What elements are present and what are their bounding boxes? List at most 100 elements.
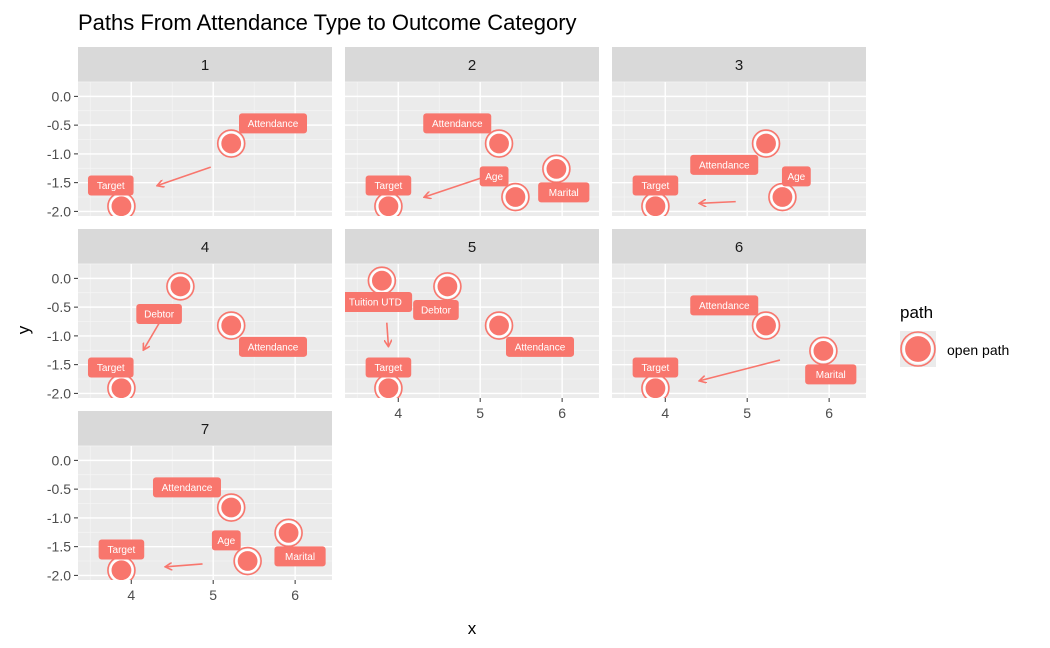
node-label-attendance: Attendance [690, 295, 759, 316]
node-label-box [781, 166, 811, 187]
legend-key-ring [900, 331, 936, 367]
node-label-box [690, 154, 759, 175]
node-ring [542, 154, 571, 184]
node-label-target: Target [87, 357, 134, 378]
node-ring [484, 129, 514, 158]
node-point-attendance [753, 131, 779, 156]
node-label-text: Attendance [162, 483, 213, 494]
facet-panel-3: 3 Attendance Age Target [612, 47, 866, 216]
node-label-box [365, 175, 412, 196]
facet-strip-label: 4 [201, 239, 209, 256]
node-label-attendance: Attendance [506, 336, 575, 357]
y-tick-label: -1.5 [47, 175, 71, 191]
y-tick-label: -1.0 [47, 510, 71, 526]
path-edge-arrow [166, 564, 203, 567]
node-label-marital: Marital [805, 364, 857, 385]
node-point-attendance [219, 313, 244, 338]
node-label-age: Age [479, 166, 509, 187]
facet-panel-7: 7 0.0 -0.5 -1.0 -1.5 -2.0 4 5 6 Attendance Age Mari… [47, 411, 332, 603]
node-ring [216, 311, 246, 340]
facet-strip-label: 3 [735, 57, 743, 74]
node-label-text: Debtor [144, 310, 175, 321]
panel-marks: Attendance Age Marital Target [98, 477, 326, 580]
node-point-marital [811, 338, 836, 363]
path-edge-arrow [700, 202, 736, 204]
node-label-text: Attendance [248, 342, 299, 353]
node-label-text: Marital [816, 370, 846, 381]
node-label-box [632, 175, 679, 196]
panel-marks: Debtor Attendance Target [87, 272, 308, 398]
facet-panel-2: 2 Attendance Age Marital Target [345, 47, 599, 216]
node-label-text: Target [642, 363, 670, 374]
node-label-text: Target [97, 363, 125, 374]
node-ring [216, 493, 246, 522]
node-label-box [98, 539, 145, 560]
node-label-box [690, 295, 759, 316]
node-point-attendance [486, 313, 512, 338]
node-label-target: Target [365, 175, 412, 196]
node-point-attendance [486, 131, 512, 156]
node-label-text: Target [97, 181, 125, 192]
panel-marks: Attendance Age Marital Target [365, 113, 590, 216]
y-tick-label: -0.5 [47, 481, 71, 497]
x-tick-label: 6 [825, 405, 833, 421]
y-tick-label: 0.0 [52, 88, 72, 104]
x-tick-label: 5 [209, 587, 217, 603]
panel-marks: Tuition UTD Debtor Attendance Target [345, 266, 575, 398]
path-edge-arrow [157, 166, 211, 185]
node-label-age: Age [211, 530, 241, 551]
node-point-target [643, 194, 668, 216]
node-label-attendance: Attendance [239, 336, 308, 357]
node-point-target [376, 194, 401, 216]
facet-strip-label: 6 [735, 239, 743, 256]
node-label-text: Age [787, 172, 805, 183]
node-label-attendance: Attendance [152, 477, 221, 498]
x-tick-label: 4 [127, 587, 135, 603]
node-label-target: Target [632, 357, 679, 378]
node-label-text: Age [485, 172, 503, 183]
node-point-marital [276, 520, 301, 545]
node-label-target: Target [632, 175, 679, 196]
node-ring [216, 129, 246, 158]
node-ring [274, 518, 303, 548]
node-label-age: Age [781, 166, 811, 187]
y-tick-label: -2.0 [47, 385, 71, 401]
node-label-text: Attendance [699, 301, 750, 312]
x-tick-label: 6 [291, 587, 299, 603]
node-label-text: Debtor [421, 306, 452, 317]
facet-panel-1: 1 0.0 -0.5 -1.0 -1.5 -2.0 Attendance Target [47, 47, 332, 219]
x-tick-label: 5 [476, 405, 484, 421]
node-point-attendance [219, 495, 244, 520]
node-point-target [109, 376, 134, 398]
y-tick-label: -1.5 [47, 357, 71, 373]
y-tick-label: 0.0 [52, 452, 72, 468]
node-label-text: Attendance [515, 342, 566, 353]
path-edge-arrow [700, 359, 781, 381]
facet-panels: 1 0.0 -0.5 -1.0 -1.5 -2.0 Attendance Target 2 Att… [47, 47, 866, 603]
node-label-text: Target [642, 181, 670, 192]
y-tick-label: -2.0 [47, 567, 71, 583]
y-tick-label: 0.0 [52, 270, 72, 286]
chart-title: Paths From Attendance Type to Outcome Ca… [78, 10, 577, 35]
facet-strip [78, 229, 332, 264]
node-label-box [239, 113, 308, 134]
node-label-marital: Marital [274, 546, 326, 567]
node-label-box [239, 336, 308, 357]
facet-strip-label: 5 [468, 239, 476, 256]
node-ring [809, 336, 838, 366]
node-label-box [87, 175, 134, 196]
node-ring [484, 311, 514, 340]
facet-panel-4: 4 0.0 -0.5 -1.0 -1.5 -2.0 Debtor Attendance Targ… [47, 229, 332, 401]
y-tick-label: -0.5 [47, 117, 71, 133]
x-tick-label: 6 [558, 405, 566, 421]
facet-panel-5: 5 4 5 6 Tuition UTD Debtor Attendance Target [345, 229, 599, 421]
node-label-box [345, 291, 413, 312]
node-label-text: Tuition UTD [349, 297, 402, 308]
node-label-text: Age [217, 536, 235, 547]
node-label-attendance: Attendance [690, 154, 759, 175]
facet-panel-6: 6 4 5 6 Attendance Marital Target [612, 229, 866, 421]
node-point-attendance [753, 313, 779, 338]
y-tick-label: -1.0 [47, 328, 71, 344]
node-label-box [632, 357, 679, 378]
